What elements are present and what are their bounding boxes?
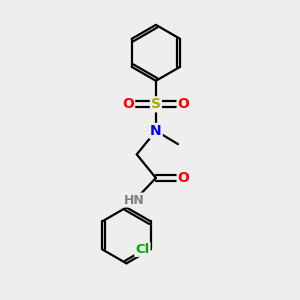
Text: S: S [151,98,161,111]
Text: O: O [178,98,190,111]
Text: N: N [150,124,162,138]
Text: HN: HN [123,194,144,207]
Text: O: O [178,171,190,185]
Text: Cl: Cl [135,243,149,256]
Text: O: O [122,98,134,111]
